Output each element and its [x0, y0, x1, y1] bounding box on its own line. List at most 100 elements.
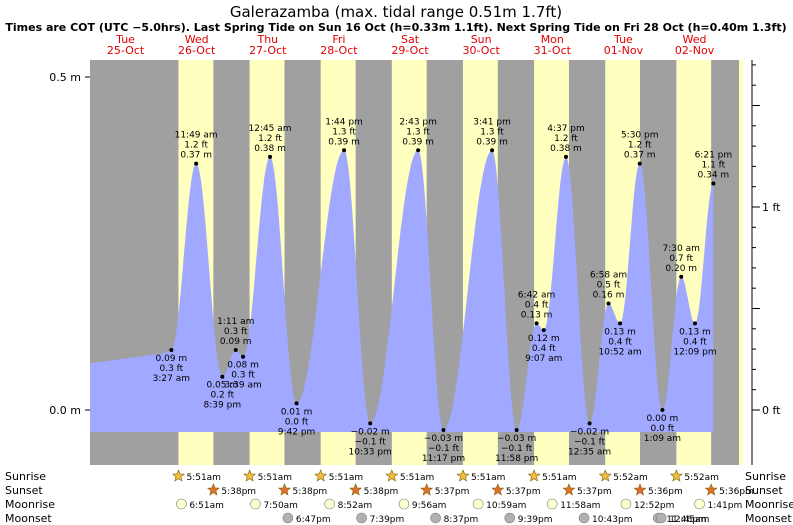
moonset-time: 9:39pm: [518, 515, 553, 525]
day-labels: Tue25-OctWed26-OctThu27-OctFri28-OctSat2…: [107, 33, 715, 57]
extreme-label: 0.16 m: [593, 290, 625, 300]
extreme-label: −0.1 ft: [428, 444, 460, 454]
extreme-label: 12:35 am: [568, 447, 611, 457]
extreme-label: 8:39 pm: [204, 401, 242, 411]
extreme-label: 0.20 m: [665, 264, 697, 274]
moonrise-icon: [398, 498, 410, 510]
chart-title: Galerazamba (max. tidal range 0.51m 1.7f…: [230, 3, 562, 21]
extreme-dot: [563, 154, 568, 159]
left-tick-label: 0.0 m: [49, 404, 81, 417]
row-label-left: Moonset: [5, 512, 52, 525]
extreme-label: 3:39 am: [224, 381, 261, 391]
moonrise-time: 12:52pm: [634, 501, 674, 511]
extreme-dot: [618, 321, 623, 326]
extreme-label: 0.3 ft: [231, 371, 255, 381]
day-band: [739, 60, 743, 465]
sunset-icon: [206, 483, 220, 496]
extreme-label: 1.3 ft: [332, 127, 356, 137]
day-date: 01-Nov: [604, 44, 644, 57]
chart-subtitle: Times are COT (UTC −5.0hrs). Last Spring…: [5, 21, 786, 34]
sunset-icon: [278, 483, 291, 496]
sunrise-time: 5:51am: [186, 473, 221, 483]
extreme-label: 1.2 ft: [184, 141, 208, 151]
moonrise-time: 6:51am: [189, 501, 224, 511]
sunset-icon: [420, 483, 434, 496]
extreme-label: 1:11 am: [217, 317, 254, 327]
row-label-right: Moonrise: [745, 498, 793, 511]
extreme-label: 0.34 m: [698, 171, 730, 181]
moonrise-icon: [546, 498, 558, 510]
extreme-label: 0.09 m: [220, 337, 252, 347]
extreme-label: −0.1 ft: [501, 444, 533, 454]
row-label-left: Sunset: [5, 484, 43, 497]
sunrise-icon: [669, 469, 683, 482]
sunset-icon: [633, 483, 647, 496]
extreme-dot: [679, 274, 684, 279]
day-name: Wed: [683, 33, 707, 46]
sunrise-icon: [385, 469, 399, 482]
day-date: 28-Oct: [320, 44, 358, 57]
day-name: Thu: [256, 33, 278, 46]
extreme-label: 0.01 m: [281, 407, 313, 417]
extreme-dot: [220, 374, 225, 379]
extreme-dot: [514, 427, 519, 432]
day-date: 02-Nov: [675, 44, 715, 57]
extreme-dot: [268, 154, 273, 159]
extreme-label: 0.38 m: [550, 144, 582, 154]
sunrise-icon: [172, 469, 185, 482]
sunset-time: 5:38pm: [293, 487, 328, 497]
sunset-time: 5:36pm: [719, 487, 754, 497]
extreme-label: 0.37 m: [624, 151, 656, 161]
moonrise-icon: [472, 498, 484, 510]
extreme-label: 11:17 pm: [422, 454, 465, 464]
extreme-label: 0.13 m: [679, 327, 711, 337]
day-name: Wed: [185, 33, 209, 46]
row-label-right: Moonset: [745, 512, 792, 525]
moonrise-time: 8:52am: [338, 501, 373, 511]
sunrise-time: 5:51am: [471, 473, 506, 483]
moonrise-time: 1:41pm: [708, 501, 743, 511]
extreme-label: 0.0 ft: [651, 424, 675, 434]
extreme-label: 2:43 pm: [399, 117, 437, 127]
sunset-time: 5:37pm: [435, 487, 470, 497]
extreme-label: 0.39 m: [328, 137, 360, 147]
day-date: 31-Oct: [534, 44, 572, 57]
extreme-label: 0.08 m: [227, 361, 259, 371]
day-name: Tue: [115, 33, 135, 46]
extreme-label: 0.09 m: [156, 354, 188, 364]
sunset-icon: [349, 483, 363, 496]
extreme-label: 11:58 pm: [495, 454, 538, 464]
day-name: Sat: [401, 33, 420, 46]
moonrise-time: 11:58am: [560, 501, 600, 511]
day-name: Tue: [613, 33, 633, 46]
extreme-label: −0.02 m: [351, 427, 390, 437]
row-label-left: Moonrise: [5, 498, 55, 511]
extreme-label: 10:33 pm: [349, 447, 392, 457]
moonset-icon: [282, 512, 294, 524]
extreme-label: −0.02 m: [570, 427, 609, 437]
moonset-time: 6:47pm: [296, 515, 331, 525]
extreme-dot: [342, 148, 347, 153]
extreme-label: 0.4 ft: [532, 344, 556, 354]
moonset-icon: [356, 512, 367, 524]
extreme-label: 0.4 ft: [608, 337, 632, 347]
moonset-time: 11:46pm: [666, 515, 706, 525]
extreme-label: 1.3 ft: [406, 127, 430, 137]
extreme-dot: [541, 328, 546, 333]
row-label-right: Sunset: [745, 484, 783, 497]
sunrise-icon: [314, 469, 328, 482]
extreme-dot: [637, 161, 642, 166]
extreme-label: 0.0 ft: [285, 417, 309, 427]
extreme-label: 6:42 am: [518, 290, 555, 300]
extreme-label: 0.4 ft: [525, 300, 549, 310]
moonset-time: 8:37pm: [444, 515, 479, 525]
sunset-time: 5:37pm: [506, 487, 541, 497]
extreme-label: 0.39 m: [402, 137, 434, 147]
moonrise-icon: [324, 498, 335, 510]
right-tick-label: 1 ft: [762, 201, 781, 214]
row-label-left: Sunrise: [5, 470, 46, 483]
moonrise-icon: [176, 498, 187, 510]
moonrise-icon: [250, 498, 261, 510]
